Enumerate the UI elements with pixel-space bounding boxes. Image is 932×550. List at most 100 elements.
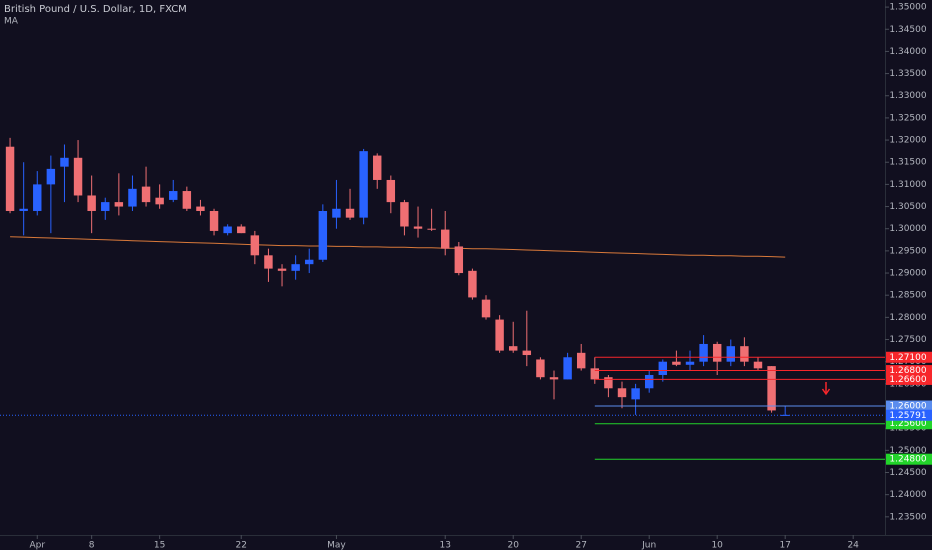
candle-body: [155, 197, 164, 205]
candle-body: [441, 229, 450, 249]
candle-body: [87, 195, 96, 211]
y-tick-label: 1.33500: [889, 69, 926, 79]
candle-body: [468, 270, 477, 298]
candle-body: [508, 346, 518, 351]
candle-body: [631, 388, 640, 400]
candle-body: [345, 208, 355, 218]
y-tick-label: 1.24000: [889, 490, 926, 500]
candle-body: [413, 226, 423, 229]
y-tick-label: 1.30000: [889, 224, 926, 234]
indicator-legend: MA: [4, 17, 19, 27]
y-tick-label: 1.23500: [889, 512, 926, 522]
candle-body: [644, 374, 654, 389]
x-tick-label: 20: [507, 541, 519, 550]
candle-body: [740, 346, 749, 362]
candle-body: [549, 377, 559, 380]
candle-body: [780, 414, 790, 416]
y-tick-label: 1.31000: [889, 180, 926, 190]
candle-body: [33, 184, 42, 211]
last-price-label-bg: [886, 409, 932, 421]
level-label: 1.26000: [889, 402, 926, 412]
level-label-bg: [886, 453, 932, 465]
x-tick-label: May: [327, 541, 346, 550]
y-tick-label: 1.34500: [889, 25, 926, 35]
candle-body: [373, 155, 382, 180]
candle-body: [182, 191, 192, 209]
y-tick-label: 1.32500: [889, 113, 926, 123]
x-tick-label: Jun: [641, 541, 656, 550]
candle-body: [196, 206, 205, 211]
candle-body: [495, 319, 504, 351]
candle-body: [114, 202, 124, 207]
candle-body: [481, 299, 491, 318]
x-tick-label: 24: [847, 541, 859, 550]
candle-body: [359, 151, 368, 218]
candle-body: [169, 191, 178, 200]
y-tick-label: 1.28500: [889, 291, 926, 301]
candle-body: [590, 368, 600, 380]
candle-body: [699, 343, 708, 362]
candle-body: [563, 357, 572, 380]
candle-body: [576, 352, 586, 369]
level-label-bg: [886, 400, 932, 412]
candle-body: [128, 188, 137, 207]
arrow: [821, 382, 831, 396]
y-tick-label: 1.32000: [889, 136, 926, 146]
level-label: 1.26600: [889, 375, 926, 385]
candle-body: [386, 179, 396, 203]
candle-body: [46, 168, 56, 185]
candle-body: [604, 377, 613, 389]
y-tick-label: 1.31500: [889, 158, 926, 168]
candle-body: [400, 202, 409, 227]
y-tick-label: 1.34000: [889, 47, 926, 57]
candle-body: [60, 157, 69, 167]
candle-body: [726, 346, 736, 362]
x-tick-label: 15: [154, 541, 165, 550]
candle-body: [536, 359, 545, 378]
x-tick-label: 27: [575, 541, 586, 550]
level-label-bg: [886, 418, 932, 430]
y-tick-label: 1.35000: [889, 3, 926, 13]
candle-body: [318, 210, 328, 260]
candle-body: [101, 202, 110, 211]
candle-body: [332, 208, 341, 218]
y-tick-label: 1.29000: [889, 269, 926, 279]
ma-line: [10, 236, 786, 258]
level-label: 1.24800: [889, 455, 926, 465]
candle-body: [223, 226, 232, 234]
y-tick-label: 1.24500: [889, 468, 926, 478]
last-price-label: 1.25791: [889, 411, 926, 421]
candle-body: [141, 186, 151, 203]
candle-body: [291, 264, 300, 271]
candle-body: [237, 226, 246, 234]
candle-body: [617, 388, 627, 398]
candle-body: [522, 350, 532, 356]
x-tick-label: 10: [711, 541, 723, 550]
y-tick-label: 1.30500: [889, 202, 926, 212]
candle-body: [753, 361, 763, 369]
x-tick-label: 22: [236, 541, 247, 550]
candle-body: [427, 228, 436, 230]
candle-body: [712, 343, 722, 362]
candle-body: [767, 366, 776, 411]
x-tick-label: 8: [89, 541, 95, 550]
x-tick-label: 13: [439, 541, 450, 550]
y-tick-label: 1.33000: [889, 91, 926, 101]
chart-title: British Pound / U.S. Dollar, 1D, FXCM: [4, 4, 187, 15]
candle-body: [277, 268, 287, 271]
y-tick-label: 1.28000: [889, 313, 926, 323]
level-label: 1.26800: [889, 366, 926, 376]
y-tick-label: 1.29500: [889, 246, 926, 256]
level-label: 1.25600: [889, 419, 926, 429]
candle-body: [305, 259, 314, 265]
candle-body: [73, 157, 83, 196]
candle-body: [672, 361, 681, 365]
candle-body: [19, 208, 28, 211]
y-tick-label: 1.27500: [889, 335, 926, 345]
candle-body: [250, 235, 260, 256]
candle-body: [454, 246, 464, 274]
level-label: 1.27100: [889, 353, 926, 363]
candle-body: [658, 361, 668, 375]
